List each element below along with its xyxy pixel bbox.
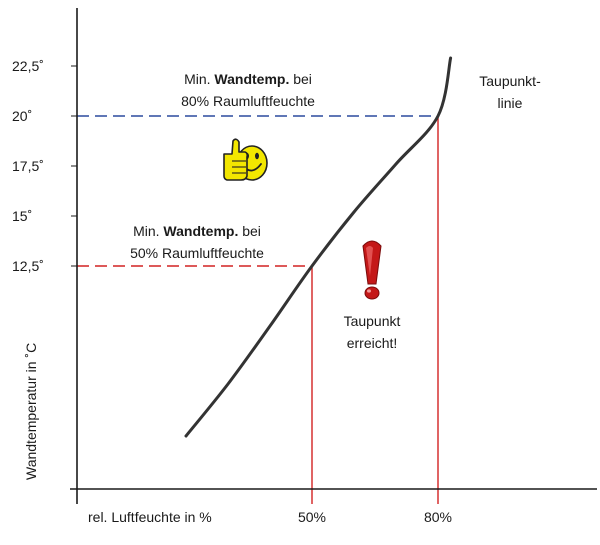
dew-point-curve	[184, 56, 453, 438]
curve-label-line2: linie	[498, 95, 523, 111]
thumbs-up-smiley-icon	[223, 138, 268, 181]
y-tick-label: 17,5˚	[12, 158, 44, 174]
x-axis-title: rel. Luftfeuchte in %	[88, 509, 212, 525]
x-tick-label: 80%	[424, 509, 452, 525]
warning-label-line2: erreicht!	[347, 335, 398, 351]
annotation-upper-line1: Min. Wandtemp. bei	[184, 71, 312, 87]
x-ticks: 50% 80%	[298, 509, 452, 525]
y-ticks: 12,5˚ 15˚ 17,5˚ 20˚ 22,5˚	[12, 58, 77, 274]
x-tick-label: 50%	[298, 509, 326, 525]
annotation-upper-line2: 80% Raumluftfeuchte	[181, 93, 315, 109]
exclamation-mark-icon	[362, 240, 382, 300]
y-tick-label: 20˚	[12, 108, 32, 124]
y-axis-title: Wandtemperatur in ˚C	[23, 343, 39, 480]
warning-label-line1: Taupunkt	[344, 313, 401, 329]
curve-label-line1: Taupunkt-	[479, 73, 541, 89]
annotation-lower-line1: Min. Wandtemp. bei	[133, 223, 261, 239]
y-tick-label: 15˚	[12, 208, 32, 224]
y-tick-label: 12,5˚	[12, 258, 44, 274]
annotation-lower-line2: 50% Raumluftfeuchte	[130, 245, 264, 261]
reference-lines	[77, 115, 439, 504]
y-tick-label: 22,5˚	[12, 58, 44, 74]
